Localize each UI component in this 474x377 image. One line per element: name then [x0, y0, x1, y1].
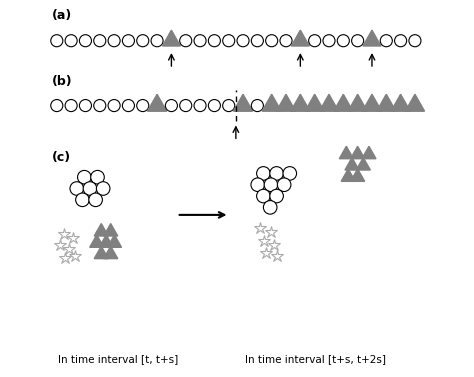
Circle shape [51, 35, 63, 47]
Polygon shape [362, 94, 382, 111]
Polygon shape [377, 94, 396, 111]
Circle shape [89, 193, 102, 207]
Circle shape [78, 170, 91, 184]
Polygon shape [163, 30, 181, 46]
Polygon shape [345, 158, 359, 170]
Polygon shape [351, 146, 365, 159]
Circle shape [256, 189, 270, 203]
Polygon shape [319, 94, 338, 111]
Polygon shape [94, 224, 109, 236]
Circle shape [108, 100, 120, 112]
Polygon shape [104, 246, 118, 259]
Circle shape [194, 100, 206, 112]
Circle shape [94, 100, 106, 112]
Polygon shape [108, 235, 121, 247]
Circle shape [251, 35, 264, 47]
Circle shape [91, 170, 104, 184]
Polygon shape [305, 94, 324, 111]
Polygon shape [341, 169, 356, 181]
Polygon shape [351, 169, 365, 181]
Circle shape [337, 35, 349, 47]
Circle shape [251, 100, 264, 112]
Circle shape [352, 35, 364, 47]
Circle shape [165, 100, 177, 112]
Circle shape [256, 167, 270, 180]
Circle shape [277, 178, 291, 192]
Circle shape [122, 35, 135, 47]
Circle shape [270, 189, 283, 203]
Circle shape [65, 35, 77, 47]
Circle shape [94, 35, 106, 47]
Circle shape [283, 167, 297, 180]
Polygon shape [104, 224, 118, 236]
Circle shape [80, 100, 91, 112]
Polygon shape [94, 246, 109, 259]
Text: In time interval [t+s, t+2s]: In time interval [t+s, t+2s] [245, 354, 385, 365]
Polygon shape [363, 30, 381, 46]
Text: (b): (b) [52, 75, 73, 88]
Circle shape [151, 35, 163, 47]
Polygon shape [391, 94, 410, 111]
Circle shape [108, 35, 120, 47]
Polygon shape [99, 235, 113, 247]
Circle shape [270, 167, 283, 180]
Circle shape [309, 35, 321, 47]
Circle shape [51, 100, 63, 112]
Circle shape [409, 35, 421, 47]
Circle shape [280, 35, 292, 47]
Polygon shape [362, 146, 376, 159]
Circle shape [76, 193, 89, 207]
Circle shape [264, 178, 278, 192]
Circle shape [80, 35, 91, 47]
Circle shape [194, 35, 206, 47]
Circle shape [380, 35, 392, 47]
Polygon shape [292, 30, 310, 46]
Text: In time interval [t, t+s]: In time interval [t, t+s] [58, 354, 178, 365]
Polygon shape [339, 146, 354, 159]
Circle shape [96, 182, 110, 195]
Text: (c): (c) [52, 151, 72, 164]
Circle shape [251, 178, 264, 192]
Polygon shape [405, 94, 425, 111]
Circle shape [209, 35, 220, 47]
Circle shape [180, 100, 192, 112]
Circle shape [237, 35, 249, 47]
Polygon shape [291, 94, 310, 111]
Circle shape [223, 100, 235, 112]
Circle shape [265, 35, 278, 47]
Circle shape [223, 35, 235, 47]
Polygon shape [356, 158, 370, 170]
Polygon shape [334, 94, 353, 111]
Circle shape [137, 100, 149, 112]
Circle shape [394, 35, 407, 47]
Circle shape [323, 35, 335, 47]
Circle shape [83, 182, 97, 195]
Circle shape [264, 201, 277, 214]
Circle shape [122, 100, 135, 112]
Polygon shape [262, 94, 281, 111]
Circle shape [137, 35, 149, 47]
Circle shape [209, 100, 220, 112]
Polygon shape [348, 94, 367, 111]
Text: (a): (a) [52, 9, 73, 22]
Circle shape [65, 100, 77, 112]
Polygon shape [276, 94, 296, 111]
Circle shape [70, 182, 83, 195]
Circle shape [180, 35, 192, 47]
Polygon shape [90, 235, 104, 247]
Polygon shape [147, 94, 167, 111]
Polygon shape [233, 94, 253, 111]
